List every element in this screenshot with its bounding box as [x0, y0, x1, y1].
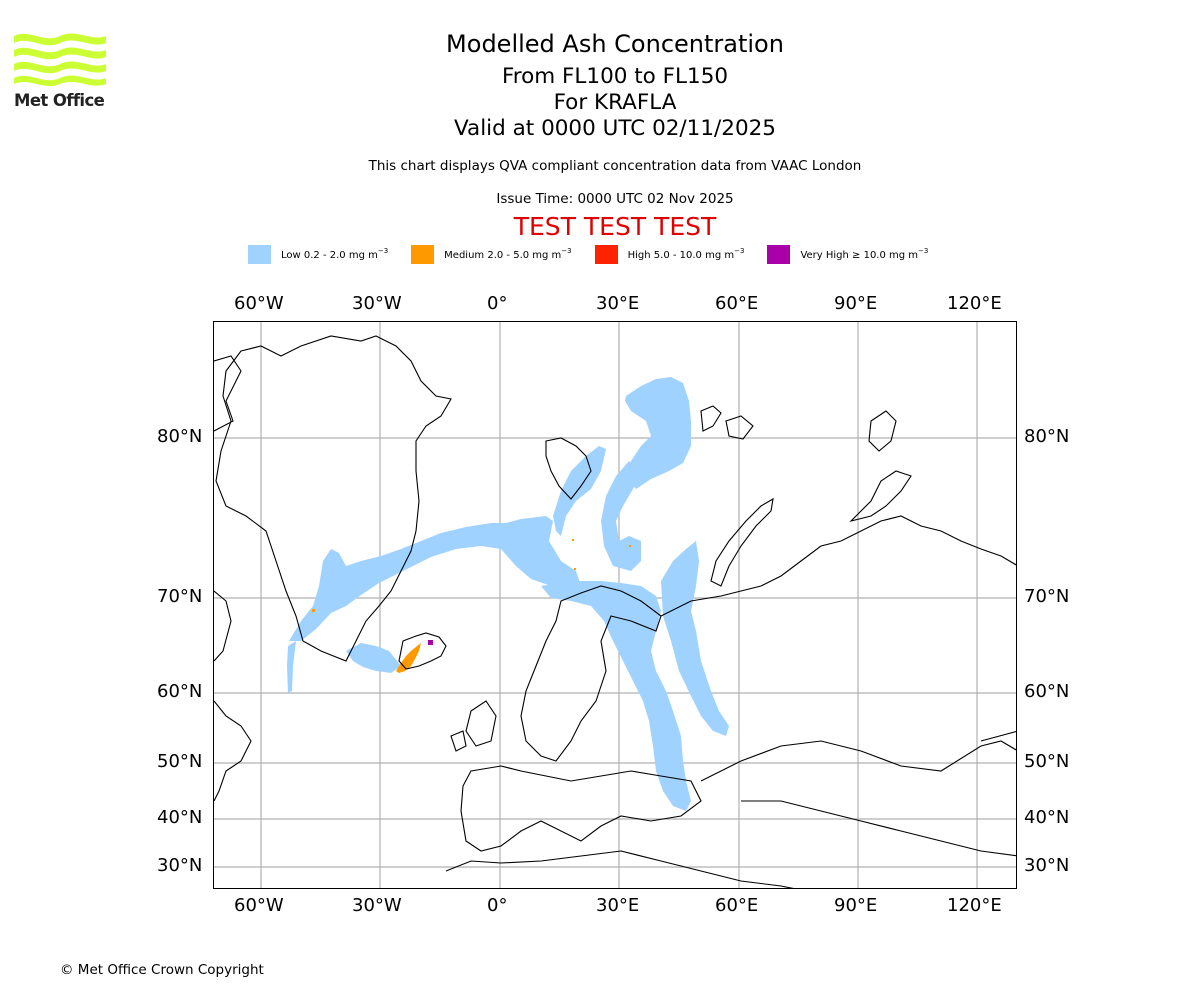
legend-swatch-very-high: [767, 244, 791, 264]
lon-tick-top-0: 0°: [487, 293, 508, 314]
issue-time: Issue Time: 0000 UTC 02 Nov 2025: [496, 191, 734, 207]
ash-concentration-map[interactable]: [213, 321, 1017, 889]
met-office-wordmark: Met Office: [14, 91, 105, 110]
chart-description: This chart displays QVA compliant concen…: [368, 158, 862, 174]
lon-tick-top-120e: 120°E: [947, 293, 1002, 314]
legend-item-very-high: Very High ≥ 10.0 mg m−3: [767, 244, 928, 264]
volcano-name: For KRAFLA: [553, 90, 677, 115]
flight-level-range: From FL100 to FL150: [501, 64, 729, 89]
legend-label-low: Low 0.2 - 2.0 mg m: [281, 250, 378, 261]
chart-title: Modelled Ash Concentration: [446, 30, 784, 58]
lat-tick-right-50n: 50°N: [1024, 751, 1070, 772]
legend-item-low: Low 0.2 - 2.0 mg m−3: [248, 244, 388, 264]
legend-item-high: High 5.0 - 10.0 mg m−3: [594, 244, 744, 264]
lat-tick-left-70n: 70°N: [157, 586, 203, 607]
lon-tick-top-60w: 60°W: [234, 293, 284, 314]
graticule: [214, 322, 1016, 888]
lat-tick-right-30n: 30°N: [1024, 855, 1070, 876]
legend-label-high: High 5.0 - 10.0 mg m: [627, 250, 735, 261]
coastlines: [214, 335, 1016, 888]
legend-label-medium: Medium 2.0 - 5.0 mg m: [444, 250, 562, 261]
lon-tick-top-90e: 90°E: [834, 293, 878, 314]
lat-tick-right-80n: 80°N: [1024, 426, 1070, 447]
valid-time: Valid at 0000 UTC 02/11/2025: [453, 116, 776, 141]
lon-tick-bottom-30e: 30°E: [596, 895, 640, 916]
lon-tick-bottom-90e: 90°E: [834, 895, 878, 916]
lon-tick-top-60e: 60°E: [715, 293, 759, 314]
met-office-waves-icon: [14, 33, 106, 87]
legend-label-very-high: Very High ≥ 10.0 mg m: [800, 250, 919, 261]
lat-tick-right-40n: 40°N: [1024, 807, 1070, 828]
legend-swatch-medium: [411, 244, 435, 264]
lat-tick-left-30n: 30°N: [157, 855, 203, 876]
met-office-logo: Met Office: [14, 30, 106, 112]
ash-very-high-region: [428, 640, 433, 645]
lon-tick-bottom-120e: 120°E: [947, 895, 1002, 916]
ash-low-regions: [287, 377, 729, 811]
lat-tick-left-40n: 40°N: [157, 807, 203, 828]
lat-tick-right-60n: 60°N: [1024, 681, 1070, 702]
lat-tick-left-80n: 80°N: [157, 426, 203, 447]
map-canvas: [214, 322, 1016, 888]
legend-item-medium: Medium 2.0 - 5.0 mg m−3: [411, 244, 572, 264]
lon-tick-bottom-60e: 60°E: [715, 895, 759, 916]
lat-tick-right-70n: 70°N: [1024, 586, 1070, 607]
legend-swatch-low: [248, 244, 271, 264]
test-banner: TEST TEST TEST: [513, 212, 717, 241]
lon-tick-top-30e: 30°E: [596, 293, 640, 314]
lat-tick-left-50n: 50°N: [157, 751, 203, 772]
lon-tick-bottom-60w: 60°W: [234, 895, 284, 916]
lat-tick-left-60n: 60°N: [157, 681, 203, 702]
copyright-notice: © Met Office Crown Copyright: [60, 962, 264, 978]
lon-tick-bottom-30w: 30°W: [352, 895, 402, 916]
lon-tick-bottom-0: 0°: [487, 895, 508, 916]
lon-tick-top-30w: 30°W: [352, 293, 402, 314]
concentration-legend: Low 0.2 - 2.0 mg m−3 Medium 2.0 - 5.0 mg…: [248, 243, 928, 265]
legend-swatch-high: [594, 244, 618, 264]
